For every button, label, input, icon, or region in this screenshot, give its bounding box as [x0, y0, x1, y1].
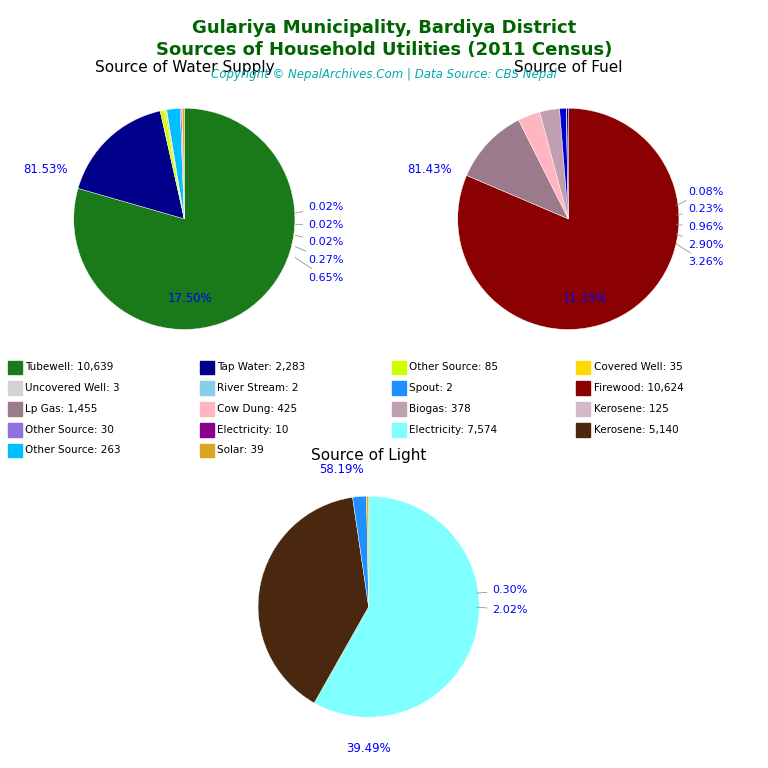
Text: 81.43%: 81.43%	[408, 163, 452, 176]
Wedge shape	[560, 108, 568, 219]
Text: 2.02%: 2.02%	[476, 605, 528, 615]
Text: Electricity: 7,574: Electricity: 7,574	[409, 425, 498, 435]
Text: Electricity: 10: Electricity: 10	[217, 425, 289, 435]
Text: 0.30%: 0.30%	[476, 585, 528, 595]
Text: 17.50%: 17.50%	[167, 292, 212, 305]
Text: Other Source: 263: Other Source: 263	[25, 445, 121, 455]
Wedge shape	[78, 111, 184, 219]
Wedge shape	[366, 496, 369, 607]
Text: 11.15%: 11.15%	[562, 292, 607, 305]
Wedge shape	[566, 108, 568, 219]
Wedge shape	[353, 496, 369, 607]
Text: Kerosene: 5,140: Kerosene: 5,140	[594, 425, 678, 435]
Text: Other Source: 85: Other Source: 85	[409, 362, 498, 372]
Wedge shape	[164, 110, 184, 219]
Text: Tap Water: 2,283: Tap Water: 2,283	[217, 362, 306, 372]
Text: Uncovered Well: 3: Uncovered Well: 3	[25, 383, 120, 393]
Text: Biogas: 378: Biogas: 378	[409, 404, 471, 414]
Text: River Stream: 2: River Stream: 2	[217, 383, 299, 393]
Wedge shape	[467, 120, 568, 219]
Text: Gulariya Municipality, Bardiya District
Sources of Household Utilities (2011 Cen: Gulariya Municipality, Bardiya District …	[156, 19, 612, 59]
Text: Cow Dung: 425: Cow Dung: 425	[217, 404, 297, 414]
Wedge shape	[258, 498, 369, 703]
Wedge shape	[567, 108, 568, 219]
Text: 0.02%: 0.02%	[296, 220, 343, 230]
Wedge shape	[518, 112, 568, 219]
Text: Solar: 39: Solar: 39	[217, 445, 264, 455]
Text: 0.02%: 0.02%	[296, 202, 343, 213]
Wedge shape	[182, 108, 184, 219]
Text: Other Source: 30: Other Source: 30	[25, 425, 114, 435]
Wedge shape	[314, 496, 479, 717]
Title: Source of Water Supply: Source of Water Supply	[94, 61, 274, 75]
Text: 0.02%: 0.02%	[296, 236, 343, 247]
Wedge shape	[167, 110, 184, 219]
Text: 58.19%: 58.19%	[319, 463, 363, 476]
Text: Firewood: 10,624: Firewood: 10,624	[594, 383, 684, 393]
Wedge shape	[182, 108, 184, 219]
Text: 3.26%: 3.26%	[676, 243, 723, 267]
Text: 0.96%: 0.96%	[676, 222, 723, 232]
Wedge shape	[458, 108, 679, 329]
Text: 81.53%: 81.53%	[24, 163, 68, 176]
Text: 0.23%: 0.23%	[676, 204, 723, 215]
Wedge shape	[167, 110, 184, 219]
Wedge shape	[161, 110, 184, 219]
Text: Covered Well: 35: Covered Well: 35	[594, 362, 683, 372]
Text: Kerosene: 125: Kerosene: 125	[594, 404, 668, 414]
Wedge shape	[74, 108, 295, 329]
Title: Source of Light: Source of Light	[311, 449, 426, 463]
Text: Spout: 2: Spout: 2	[409, 383, 453, 393]
Text: 0.27%: 0.27%	[295, 247, 344, 265]
Wedge shape	[180, 108, 184, 219]
Text: Lp Gas: 1,455: Lp Gas: 1,455	[25, 404, 98, 414]
Title: Source of Fuel: Source of Fuel	[514, 61, 623, 75]
Wedge shape	[167, 108, 184, 219]
Text: Tubewell: 10,639: Tubewell: 10,639	[25, 362, 114, 372]
Wedge shape	[167, 110, 184, 219]
Wedge shape	[540, 108, 568, 219]
Text: 39.49%: 39.49%	[346, 742, 391, 755]
Text: 0.65%: 0.65%	[295, 257, 343, 283]
Text: 2.90%: 2.90%	[676, 234, 723, 250]
Text: Copyright © NepalArchives.Com | Data Source: CBS Nepal: Copyright © NepalArchives.Com | Data Sou…	[211, 68, 557, 81]
Text: 0.08%: 0.08%	[676, 187, 723, 206]
